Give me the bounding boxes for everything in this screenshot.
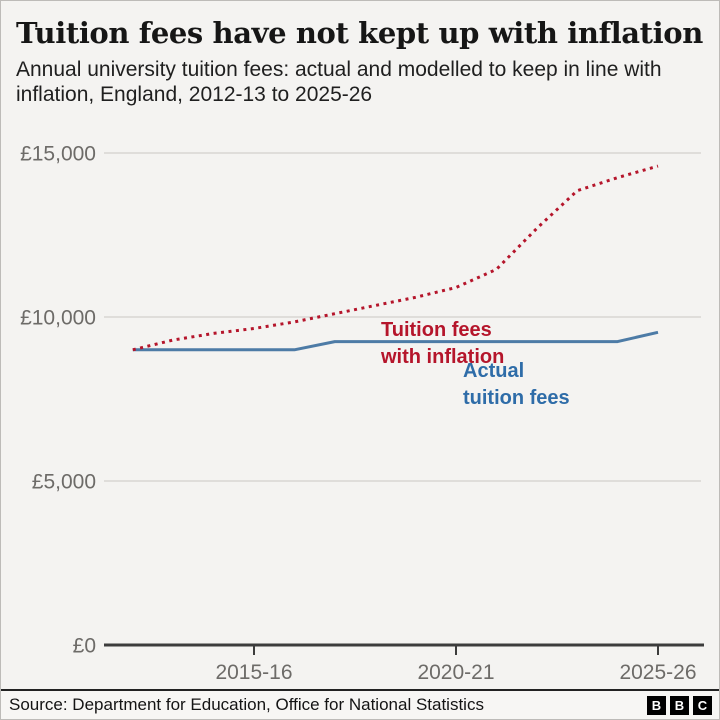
series-label-inflation: Tuition fees with inflation [381,317,504,371]
bbc-logo: B B C [647,695,712,715]
bbc-logo-block-b2: B [670,695,689,715]
footer-bar: Source: Department for Education, Office… [1,689,719,719]
y-axis-tick-label: £0 [73,635,96,658]
source-text: Source: Department for Education, Office… [9,695,484,714]
series-label-actual-line2: tuition fees [463,387,570,409]
y-axis-tick-label: £15,000 [20,143,96,166]
x-axis-tick-label: 2025-26 [619,661,696,684]
series-label-inflation-line2: with inflation [381,346,505,368]
line-chart: £15,000 £10,000 £5,000 £0 2015-16 2020-21 2025… [1,121,719,691]
chart-subtitle: Annual university tuition fees: actual a… [16,58,662,106]
x-axis-tick-label: 2020-21 [417,661,494,684]
chart-canvas: £15,000 £10,000 £5,000 £0 2015-16 2020-21 2025… [20,143,704,684]
y-axis-tick-label: £10,000 [20,307,96,330]
series-label-inflation-line1: Tuition fees [381,319,492,341]
bbc-logo-block-c: C [693,695,712,715]
chart-header: Tuition fees have not kept up with infla… [16,17,707,107]
x-axis-tick-label: 2015-16 [215,661,292,684]
series-line-actual [132,330,659,352]
bbc-logo-block-b1: B [647,695,666,715]
chart-title: Tuition fees have not kept up with infla… [16,16,703,50]
y-axis-tick-label: £5,000 [32,471,96,494]
series-label-actual-line1: Actual [463,360,525,382]
series-label-actual: Actual tuition fees [463,358,570,412]
